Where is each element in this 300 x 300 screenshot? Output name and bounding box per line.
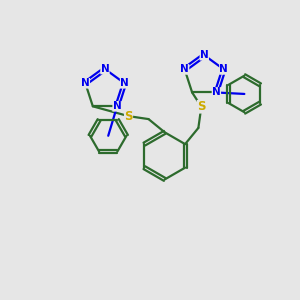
Text: N: N: [100, 64, 109, 74]
Text: N: N: [81, 78, 90, 88]
Text: N: N: [180, 64, 189, 74]
Text: S: S: [197, 100, 206, 113]
Text: N: N: [113, 101, 122, 111]
Text: N: N: [120, 78, 129, 88]
Text: S: S: [124, 110, 133, 123]
Text: N: N: [212, 88, 221, 98]
Text: N: N: [200, 50, 208, 60]
Text: N: N: [220, 64, 228, 74]
